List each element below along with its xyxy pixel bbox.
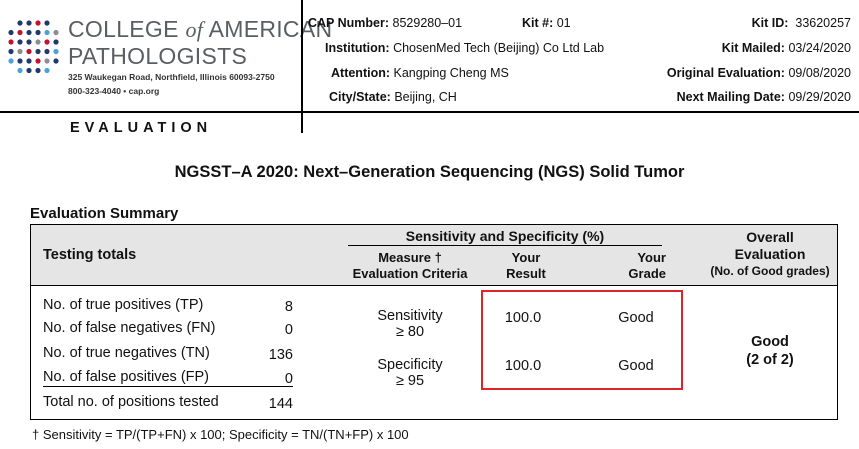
grade-sensitivity: Good: [618, 310, 654, 326]
logo-dot: [26, 20, 32, 26]
logo-dot: [44, 29, 50, 36]
institution: Institution: ChosenMed Tech (Beijing) Co…: [325, 41, 605, 55]
logo-dot: [26, 48, 32, 55]
kit-number: Kit #: 01: [522, 16, 571, 30]
header-divider-horizontal: [0, 111, 859, 113]
logo-dot: [8, 48, 14, 55]
total-label-tn: No. of true negatives (TN): [43, 345, 210, 361]
total-value-all: 144: [268, 396, 293, 412]
logo-dot: [44, 48, 50, 55]
logo-dot: [35, 39, 41, 45]
logo-dot: [17, 48, 23, 55]
logo-dot: [44, 58, 50, 64]
section-title: Evaluation Summary: [30, 205, 179, 222]
logo-dot: [35, 48, 41, 55]
result-sensitivity: 100.0: [504, 310, 542, 326]
result-specificity: 100.0: [504, 358, 542, 374]
org-name-line1: COLLEGE of AMERICAN: [68, 16, 333, 42]
table-header-band: [31, 225, 837, 286]
logo-dot: [53, 48, 59, 55]
logo-dot: [26, 58, 32, 64]
logo-dot: [53, 58, 59, 64]
total-label-all: Total no. of positions tested: [43, 394, 219, 410]
group-underline: [348, 245, 662, 246]
document-title: NGSST–A 2020: Next–Generation Sequencing…: [174, 163, 685, 181]
total-label-tp: No. of true positives (TP): [43, 297, 204, 313]
kit-mailed: Kit Mailed: 03/24/2020: [721, 41, 851, 55]
logo-dot: [26, 29, 32, 36]
original-evaluation: Original Evaluation: 09/08/2020: [666, 66, 851, 80]
logo-dot: [8, 58, 14, 64]
totals-sum-rule: [43, 386, 293, 387]
logo-dot: [44, 20, 50, 26]
kit-id: Kit ID: 33620257: [751, 16, 851, 30]
logo-dot: [17, 20, 23, 26]
logo-dot: [8, 39, 14, 45]
logo-dot: [35, 67, 41, 74]
measure-sensitivity: Sensitivity ≥ 80: [377, 308, 443, 340]
logo-dot: [44, 39, 50, 45]
footnote: † Sensitivity = TP/(TP+FN) x 100; Specif…: [32, 427, 409, 442]
city-state: City/State: Beijing, CH: [329, 90, 457, 104]
logo-dot: [35, 29, 41, 36]
total-label-fp: No. of false positives (FP): [43, 369, 209, 385]
logo-dot: [53, 29, 59, 36]
overall-evaluation: Good (2 of 2): [746, 334, 794, 368]
col-your-result: Your Result: [506, 250, 546, 281]
logo-dot: [17, 67, 23, 74]
next-mailing-date: Next Mailing Date: 09/29/2020: [676, 90, 851, 104]
cap-logo-icon: [8, 20, 59, 74]
col-overall-evaluation: Overall Evaluation (No. of Good grades): [710, 229, 830, 278]
grade-specificity: Good: [618, 358, 654, 374]
logo-dot: [53, 39, 59, 45]
logo-dot: [44, 67, 50, 74]
org-contact: 800-323-4040 • cap.org: [68, 86, 160, 96]
total-label-fn: No. of false negatives (FN): [43, 320, 216, 336]
header-divider-vertical: [301, 0, 303, 133]
col-your-grade: Your Grade: [628, 250, 666, 281]
logo-dot: [35, 20, 41, 26]
report-type-heading: EVALUATION: [70, 120, 213, 136]
logo-dot: [26, 39, 32, 45]
org-address: 325 Waukegan Road, Northfield, Illinois …: [68, 72, 275, 82]
logo-dot: [17, 29, 23, 36]
logo-dot: [35, 58, 41, 64]
cap-number: CAP Number: 8529280–01: [308, 16, 463, 30]
evaluation-summary-table: [30, 224, 838, 420]
results-highlight-box: [481, 290, 683, 390]
logo-dot: [8, 29, 14, 36]
total-value-tn: 136: [268, 347, 293, 363]
total-value-fn: 0: [284, 322, 293, 338]
org-name-line2: PATHOLOGISTS: [68, 43, 248, 69]
logo-dot: [17, 39, 23, 45]
col-group-sensitivity-specificity: Sensitivity and Specificity (%): [405, 228, 605, 244]
col-testing-totals: Testing totals: [43, 247, 137, 263]
total-value-tp: 8: [284, 299, 293, 315]
col-measure: Measure † Evaluation Criteria: [352, 250, 468, 281]
total-value-fp: 0: [284, 371, 293, 387]
logo-dot: [26, 67, 32, 74]
logo-dot: [17, 58, 23, 64]
attention: Attention: Kangping Cheng MS: [331, 66, 509, 80]
measure-specificity: Specificity ≥ 95: [377, 357, 443, 389]
